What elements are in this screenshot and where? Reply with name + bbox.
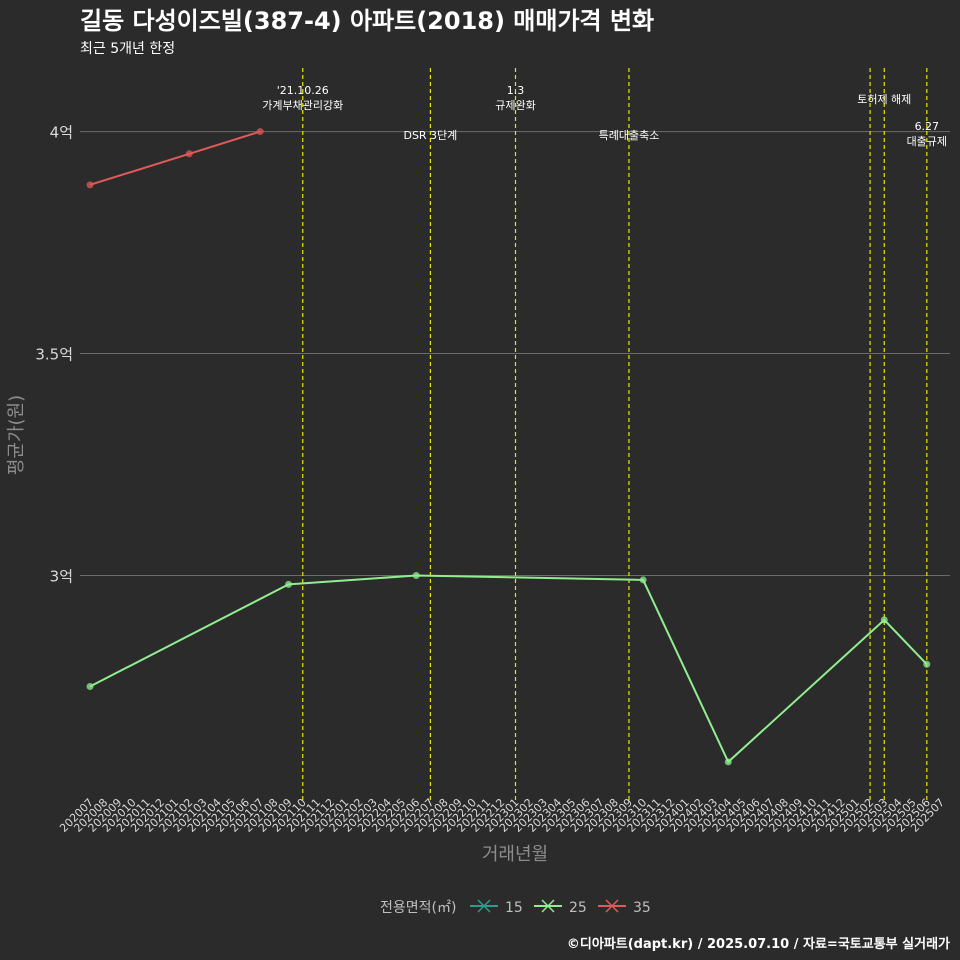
data-point <box>923 660 931 668</box>
event-label: 특례대출축소 <box>599 129 660 142</box>
legend-swatch-cross <box>541 899 555 913</box>
legend-item: 15 <box>470 899 523 916</box>
event-label: '21.10.26 <box>277 84 329 97</box>
y-tick-label: 4억 <box>50 124 73 142</box>
event-label: 규제완화 <box>495 99 535 112</box>
series-lines <box>86 128 931 766</box>
y-tick-label: 3.5억 <box>35 346 73 364</box>
legend-title: 전용면적(㎡) <box>380 900 456 916</box>
series-line-25 <box>89 574 928 764</box>
data-point <box>412 571 420 579</box>
event-label: DSR 3단계 <box>403 129 457 142</box>
y-tick-label: 3억 <box>50 567 73 585</box>
event-label: 가계부채관리강화 <box>262 99 343 112</box>
data-point <box>256 128 264 136</box>
data-point <box>86 181 94 189</box>
source-caption: ©디아파트(dapt.kr) / 2025.07.10 / 자료=국토교통부 실… <box>567 936 950 952</box>
chart-title: 길동 다성이즈빌(387-4) 아파트(2018) 매매가격 변화 <box>80 7 654 35</box>
legend: 전용면적(㎡) 15 25 35 <box>380 899 651 916</box>
chart-subtitle: 최근 5개년 한정 <box>80 41 175 57</box>
legend-label: 35 <box>633 900 651 916</box>
data-point <box>639 576 647 584</box>
event-label: 6.27 <box>915 120 940 133</box>
data-point <box>724 758 732 766</box>
legend-swatch-cross <box>605 899 619 913</box>
series-line-35 <box>89 130 261 186</box>
x-axis-title: 거래년월 <box>482 844 548 865</box>
x-axis-ticks: 2020072020082020092020102020112020122021… <box>57 796 947 835</box>
data-point <box>86 682 94 690</box>
legend-label: 25 <box>569 900 587 916</box>
y-axis-ticks: 3억 3.5억 4억 <box>35 124 73 586</box>
legend-item: 25 <box>534 899 587 916</box>
legend-item: 35 <box>598 899 651 916</box>
y-gridlines <box>80 131 950 576</box>
legend-swatch-cross <box>477 899 491 913</box>
event-label: 대출규제 <box>907 135 947 148</box>
data-point <box>185 150 193 158</box>
y-axis-title: 평균가(원) <box>6 395 27 475</box>
legend-label: 15 <box>505 900 523 916</box>
event-label: 토허제 해제 <box>857 92 911 106</box>
data-point <box>880 616 888 624</box>
data-point <box>285 580 293 588</box>
event-label: 1.3 <box>507 84 525 97</box>
